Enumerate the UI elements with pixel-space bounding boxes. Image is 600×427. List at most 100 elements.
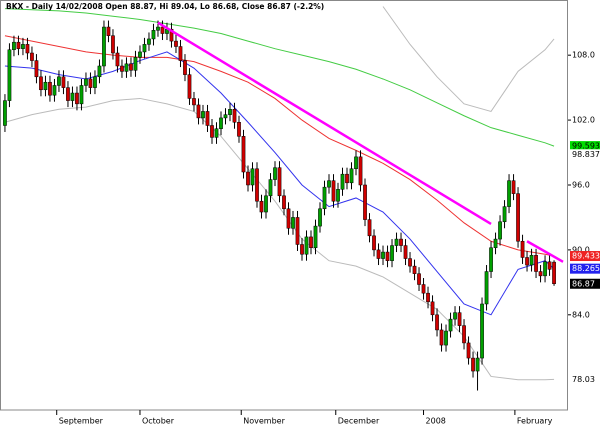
candle-body — [331, 180, 336, 202]
candle-body — [138, 51, 142, 58]
candle-body — [525, 257, 529, 266]
candle-body — [160, 26, 165, 34]
candle-body — [57, 76, 61, 86]
candle-body — [507, 180, 511, 207]
candle-body — [48, 81, 52, 96]
candle-body — [358, 156, 363, 186]
candle-body — [493, 238, 498, 248]
candle-body — [219, 117, 223, 129]
candle-body — [475, 357, 480, 372]
candle-body — [354, 156, 358, 170]
candle-body — [246, 171, 250, 186]
axes: 108.0 102.0 96.0 90.0 84.0 September October No… — [56, 51, 600, 426]
candle-body — [376, 249, 381, 259]
candle-body — [448, 318, 453, 332]
candle-body — [273, 167, 277, 180]
level-label-box — [570, 251, 600, 262]
chart-title: BKX - Daily 14/02/2008 Open 88.87, Hi 89… — [6, 2, 324, 11]
candle-body — [313, 225, 318, 248]
y-tick-label: 96.0 — [572, 180, 590, 189]
level-label: 78.03 — [572, 375, 595, 384]
candle-body — [304, 236, 309, 255]
candle-body — [115, 52, 120, 67]
candle-body — [538, 271, 543, 277]
candle-body — [462, 325, 466, 344]
candle-body — [430, 301, 435, 316]
candle-body — [453, 312, 457, 320]
candle-body — [322, 186, 327, 210]
x-tick-label: 2008 — [426, 417, 446, 426]
candle-body — [79, 85, 84, 105]
level-label-box — [570, 149, 600, 160]
indicator-line — [4, 35, 555, 257]
candle-body — [421, 284, 426, 294]
candle-body — [43, 81, 48, 91]
candle-body — [327, 180, 331, 188]
candle-body — [349, 168, 354, 184]
x-tick-label: December — [338, 417, 380, 426]
candle-body — [489, 247, 493, 272]
x-tick-label: October — [142, 417, 175, 426]
candle-body — [385, 251, 390, 261]
candle-body — [435, 314, 439, 331]
candle-body — [25, 44, 30, 54]
trend-line — [157, 21, 492, 226]
candle-body — [237, 121, 241, 137]
candle-body — [3, 100, 7, 126]
candle-body — [367, 219, 372, 237]
candle-body — [399, 238, 403, 246]
candle-body — [309, 236, 313, 248]
candle-body — [417, 273, 421, 285]
candle-body — [408, 258, 412, 267]
plot-area — [3, 6, 564, 391]
candle-body — [295, 217, 300, 245]
candle-body — [183, 60, 187, 75]
candle-body — [484, 271, 489, 305]
candle-body — [318, 208, 322, 227]
candle-body — [381, 251, 385, 259]
candle-body — [363, 184, 367, 220]
level-label: 89.4337 — [572, 252, 600, 261]
candle-body — [124, 63, 129, 72]
candle-body — [156, 26, 160, 31]
indicator-line — [382, 6, 555, 113]
candle-body — [502, 206, 507, 223]
candle-body — [30, 52, 34, 61]
candle-body — [498, 221, 502, 240]
level-label-box — [570, 278, 600, 289]
candle-body — [232, 109, 237, 123]
candle-body — [7, 49, 12, 101]
candle-body — [516, 193, 520, 242]
candle-body — [277, 167, 282, 197]
y-tick-label: 90.0 — [572, 245, 590, 254]
x-tick-label: September — [59, 417, 104, 426]
candle-body — [466, 342, 471, 359]
candle-body — [214, 128, 219, 138]
candle-body — [66, 87, 70, 101]
candle-body — [201, 111, 205, 119]
candle-body — [75, 92, 79, 105]
candle-body — [97, 65, 102, 78]
candle-body — [241, 136, 246, 173]
candle-body — [439, 329, 444, 346]
candle-body — [70, 92, 75, 101]
candle-body — [543, 261, 547, 277]
candle-body — [457, 312, 462, 326]
x-tick-label: February — [517, 417, 553, 426]
level-label-box — [570, 141, 600, 152]
candle-body — [205, 111, 210, 126]
candle-body — [133, 57, 138, 71]
candle-body — [480, 303, 484, 359]
candle-body — [511, 180, 516, 194]
candle-body — [192, 98, 196, 106]
level-label-box — [570, 263, 600, 274]
candle-body — [286, 208, 291, 229]
candle-body — [291, 217, 295, 229]
candle-body — [106, 26, 111, 36]
candle-body — [529, 255, 534, 266]
candle-body — [471, 357, 475, 372]
candle-body — [520, 240, 525, 258]
